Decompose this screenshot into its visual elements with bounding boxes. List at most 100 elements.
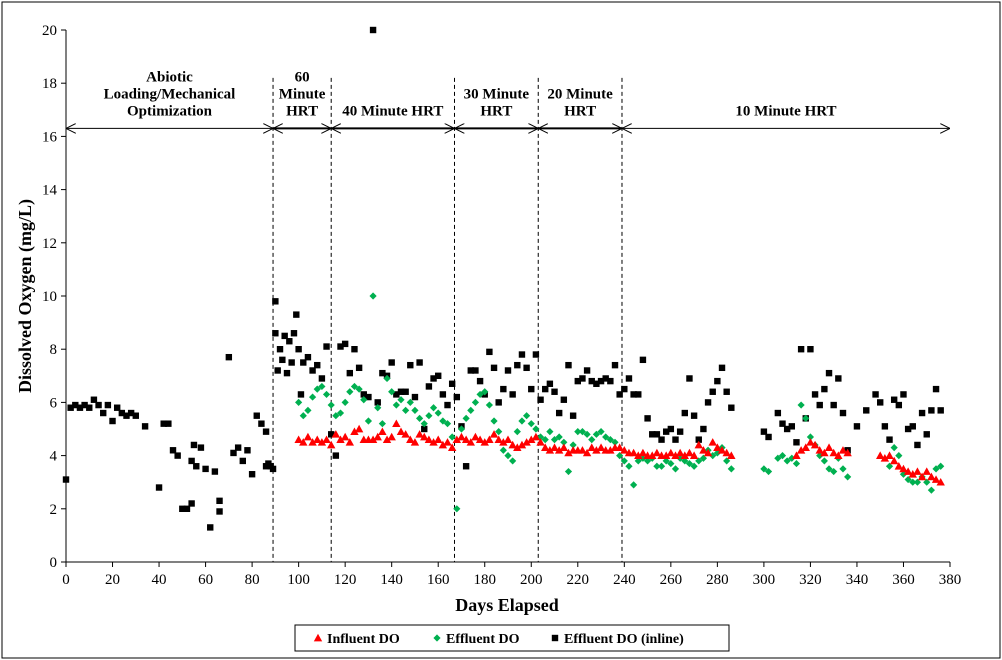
data-point <box>931 475 941 483</box>
data-point <box>62 476 70 483</box>
data-point <box>644 415 651 422</box>
data-point <box>514 361 521 369</box>
data-point <box>793 439 800 446</box>
data-point <box>299 412 307 420</box>
data-point <box>100 409 107 417</box>
data-point <box>283 369 291 377</box>
data-point <box>843 448 852 457</box>
data-point <box>671 451 680 459</box>
data-point <box>248 471 256 478</box>
data-point <box>393 391 400 398</box>
data-point <box>272 330 279 337</box>
data-point <box>378 420 386 428</box>
data-point <box>179 505 186 512</box>
data-point <box>350 382 359 391</box>
data-point <box>448 433 456 441</box>
data-point <box>416 359 423 366</box>
data-point <box>820 448 829 457</box>
data-point <box>680 451 689 459</box>
data-point <box>188 500 195 507</box>
data-point <box>447 443 457 451</box>
data-point <box>602 375 609 382</box>
data-point <box>364 417 373 425</box>
data-point <box>676 428 684 435</box>
data-point <box>597 428 605 436</box>
data-point <box>839 465 847 473</box>
data-point <box>615 443 624 451</box>
data-point <box>899 464 908 473</box>
data-point <box>123 412 130 419</box>
data-point <box>309 367 316 374</box>
data-point <box>244 447 251 454</box>
data-point <box>913 478 922 486</box>
data-point <box>863 407 870 414</box>
x-tick-label: 100 <box>287 572 310 588</box>
data-point <box>429 404 438 412</box>
data-point <box>288 359 295 366</box>
data-point <box>341 340 349 348</box>
data-point <box>569 441 577 449</box>
legend-marker <box>551 634 559 642</box>
data-point <box>689 451 699 459</box>
data-point <box>421 425 428 433</box>
x-tick-label: 300 <box>753 572 776 588</box>
phase-label: 60 <box>295 69 310 85</box>
data-point <box>801 443 810 451</box>
data-point <box>313 385 321 393</box>
data-point <box>485 435 494 443</box>
data-point <box>410 438 420 446</box>
x-tick-label: 0 <box>62 572 70 588</box>
data-point <box>295 398 303 406</box>
data-point <box>914 441 921 449</box>
data-point <box>211 468 219 475</box>
data-point <box>885 451 894 459</box>
data-point <box>509 391 516 398</box>
data-point <box>382 435 392 443</box>
y-axis-title: Dissolved Oxygen (mg/L) <box>15 199 36 393</box>
data-point <box>839 409 847 417</box>
data-point <box>713 449 721 457</box>
data-point <box>183 505 191 512</box>
data-point <box>578 428 587 436</box>
data-point <box>499 438 508 446</box>
data-point <box>434 435 443 443</box>
data-point <box>578 446 587 454</box>
data-point <box>462 463 470 470</box>
data-point <box>806 438 815 446</box>
data-point <box>653 431 661 438</box>
data-point <box>686 375 693 382</box>
y-tick-label: 8 <box>50 342 58 358</box>
data-point <box>448 380 456 387</box>
data-point <box>560 438 568 446</box>
data-point <box>323 343 330 350</box>
data-point <box>303 432 313 441</box>
data-point <box>368 435 378 443</box>
data-point <box>262 428 270 435</box>
data-point <box>475 435 485 443</box>
data-point <box>927 472 936 481</box>
data-point <box>829 448 838 457</box>
data-point <box>290 330 298 337</box>
data-point <box>596 443 606 451</box>
data-point <box>582 448 592 457</box>
data-point <box>331 430 341 438</box>
data-point <box>607 377 614 385</box>
data-point <box>616 452 624 460</box>
data-point <box>783 457 791 465</box>
data-point <box>104 401 112 409</box>
y-tick-label: 6 <box>50 395 58 411</box>
data-point <box>816 401 823 409</box>
data-point <box>387 432 396 441</box>
data-point <box>67 404 74 411</box>
data-point <box>532 351 540 358</box>
data-point <box>546 428 554 436</box>
data-point <box>807 346 814 353</box>
x-tick-label: 380 <box>939 572 962 588</box>
data-point <box>703 448 713 457</box>
data-point <box>392 419 401 428</box>
legend: Influent DO Effluent DO Effluent DO (inlin… <box>294 624 730 652</box>
data-point <box>592 446 601 454</box>
data-point <box>904 425 912 433</box>
